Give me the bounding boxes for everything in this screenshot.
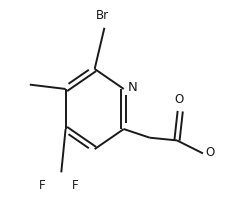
Text: O: O bbox=[174, 93, 184, 106]
Text: N: N bbox=[128, 81, 138, 94]
Text: F: F bbox=[72, 179, 79, 192]
Text: F: F bbox=[38, 179, 45, 192]
Text: Br: Br bbox=[96, 9, 109, 22]
Text: O: O bbox=[206, 146, 215, 159]
